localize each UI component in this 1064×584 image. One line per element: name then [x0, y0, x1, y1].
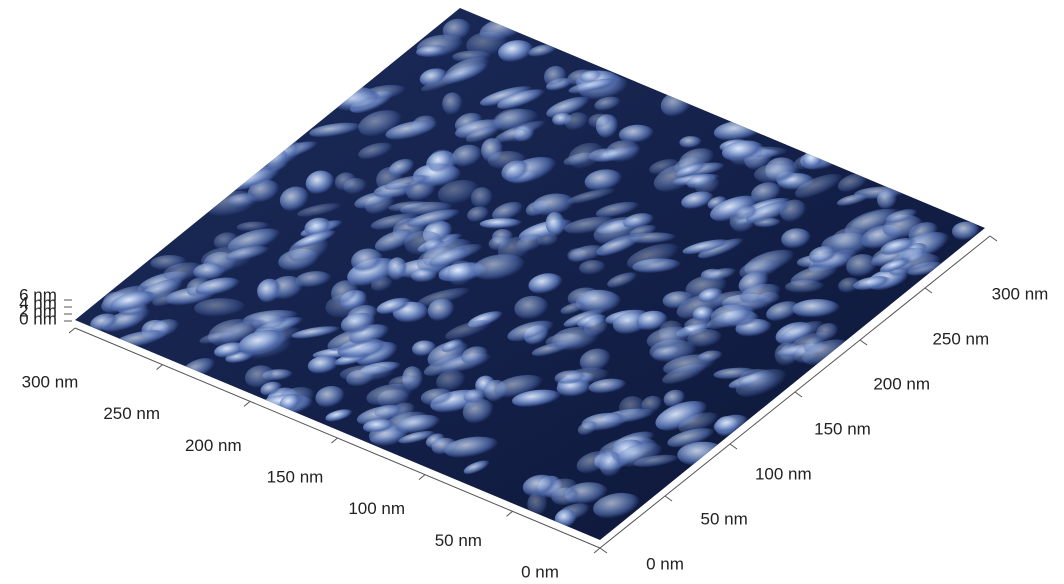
right-axis-label: 100 nm — [755, 464, 812, 483]
tick — [507, 511, 513, 516]
right-axis-label: 300 nm — [992, 284, 1049, 303]
tick — [925, 288, 932, 293]
front-axis-label: 0 nm — [521, 562, 559, 581]
tick — [665, 496, 672, 501]
tick — [860, 340, 867, 345]
front-axis-label: 50 nm — [435, 531, 482, 550]
height-axis-label: 0 nm — [19, 309, 57, 328]
right-axis-label: 0 nm — [646, 554, 684, 573]
front-axis-label: 250 nm — [103, 404, 160, 423]
front-axis-label: 200 nm — [185, 436, 242, 455]
tick — [69, 328, 75, 333]
front-axis-label: 300 nm — [22, 372, 79, 391]
right-axis-label: 200 nm — [873, 374, 930, 393]
tick — [244, 401, 250, 406]
tick — [990, 236, 997, 241]
right-axis-label: 150 nm — [814, 419, 871, 438]
tick — [730, 444, 737, 449]
front-axis-label: 150 nm — [267, 467, 324, 486]
front-axis-label: 100 nm — [348, 499, 405, 518]
grain — [404, 231, 446, 257]
tick — [594, 548, 600, 553]
right-axis-label: 250 nm — [932, 329, 989, 348]
tick — [600, 548, 607, 553]
afm-figure: 300 nm 250 nm 200 nm 150 nm 100 nm 50 nm 0 nm 0… — [0, 0, 1064, 584]
right-axis-label: 50 nm — [701, 509, 748, 528]
grain — [576, 290, 622, 315]
tick — [795, 392, 802, 397]
tick — [157, 365, 163, 370]
tick — [419, 475, 425, 480]
tick — [332, 438, 338, 443]
grain — [588, 114, 612, 130]
